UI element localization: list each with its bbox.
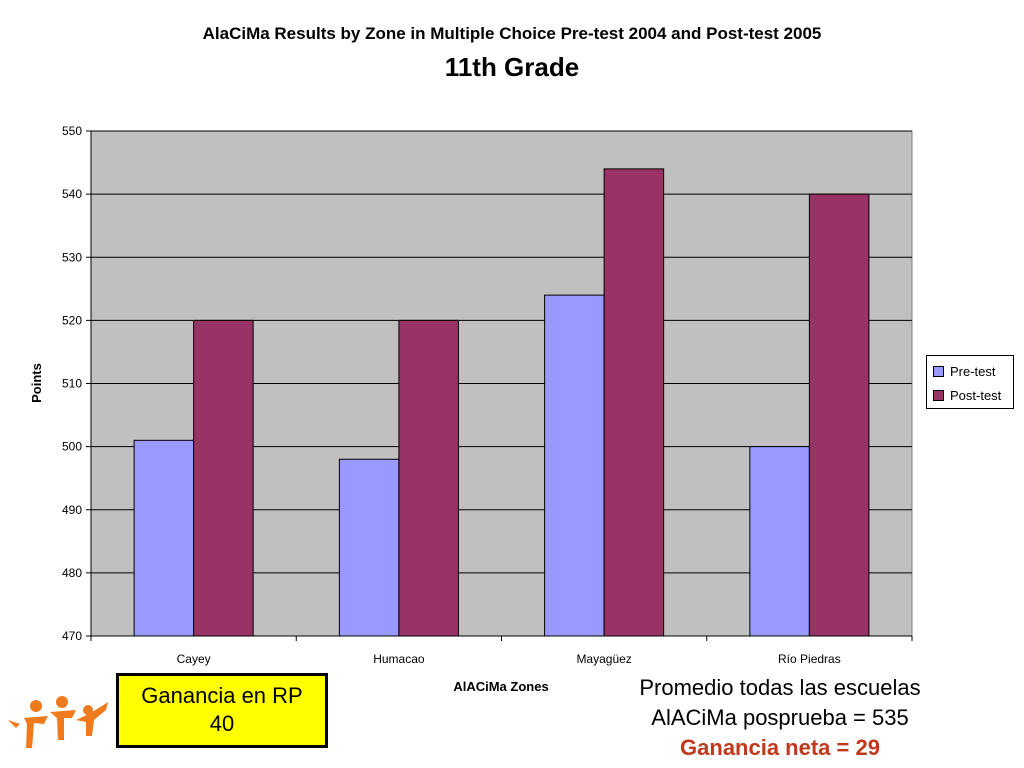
summary-line-2: AlACiMa posprueba = 535 xyxy=(651,705,909,730)
y-tick-label: 470 xyxy=(62,629,82,643)
people-figures-icon xyxy=(8,696,108,748)
legend-label-pre: Pre-test xyxy=(950,364,996,379)
y-tick-labels: 470 480 490 500 510 520 530 540 550 xyxy=(62,124,82,643)
x-tick-label: Humacao xyxy=(373,652,425,666)
x-tick-label: Río Piedras xyxy=(778,652,841,666)
legend-swatch-pre xyxy=(933,366,944,377)
bar-post-test xyxy=(808,193,870,637)
gain-rp-value: 40 xyxy=(209,711,235,736)
bar-pre-test xyxy=(133,439,195,637)
legend-label-post: Post-test xyxy=(950,388,1002,403)
y-tick-label: 480 xyxy=(62,566,82,580)
legend-swatch-post xyxy=(933,390,944,401)
summary-text: Promedio todas las escuelas AlACiMa posp… xyxy=(580,673,980,763)
y-tick-label: 520 xyxy=(62,313,82,327)
bar-post-test xyxy=(398,319,459,637)
x-tick-labels: Cayey Humacao Mayagüez Río Piedras xyxy=(177,652,841,666)
y-tick-label: 530 xyxy=(62,250,82,264)
bar-post-test xyxy=(193,319,254,637)
legend: Pre-test Post-test xyxy=(926,355,1014,409)
axes xyxy=(86,130,913,641)
y-tick-label: 540 xyxy=(62,187,82,201)
chart-title: AlaCiMa Results by Zone in Multiple Choi… xyxy=(202,24,822,43)
gain-rp-box: Ganancia en RP 40 xyxy=(116,673,328,748)
legend-item-post: Post-test xyxy=(933,388,1001,403)
net-gain-text: Ganancia neta = 29 xyxy=(680,735,880,760)
x-tick-label: Cayey xyxy=(177,652,211,666)
y-tick-label: 490 xyxy=(62,503,82,517)
y-tick-label: 550 xyxy=(62,124,82,138)
legend-item-pre: Pre-test xyxy=(933,364,996,379)
bar-pre-test xyxy=(544,294,605,637)
bar-pre-test xyxy=(338,458,400,637)
bar-pre-test xyxy=(749,446,810,637)
y-axis-label: Points xyxy=(29,363,44,403)
y-tick-label: 510 xyxy=(62,377,82,391)
summary-line-1: Promedio todas las escuelas xyxy=(639,675,921,700)
bars xyxy=(133,168,870,637)
x-axis-label: AlACiMa Zones xyxy=(453,679,548,694)
chart-subtitle: 11th Grade xyxy=(444,52,580,82)
gain-rp-label: Ganancia en RP xyxy=(141,683,303,708)
bar-post-test xyxy=(603,168,665,637)
y-tick-label: 500 xyxy=(62,440,82,454)
x-tick-label: Mayagüez xyxy=(576,652,631,666)
